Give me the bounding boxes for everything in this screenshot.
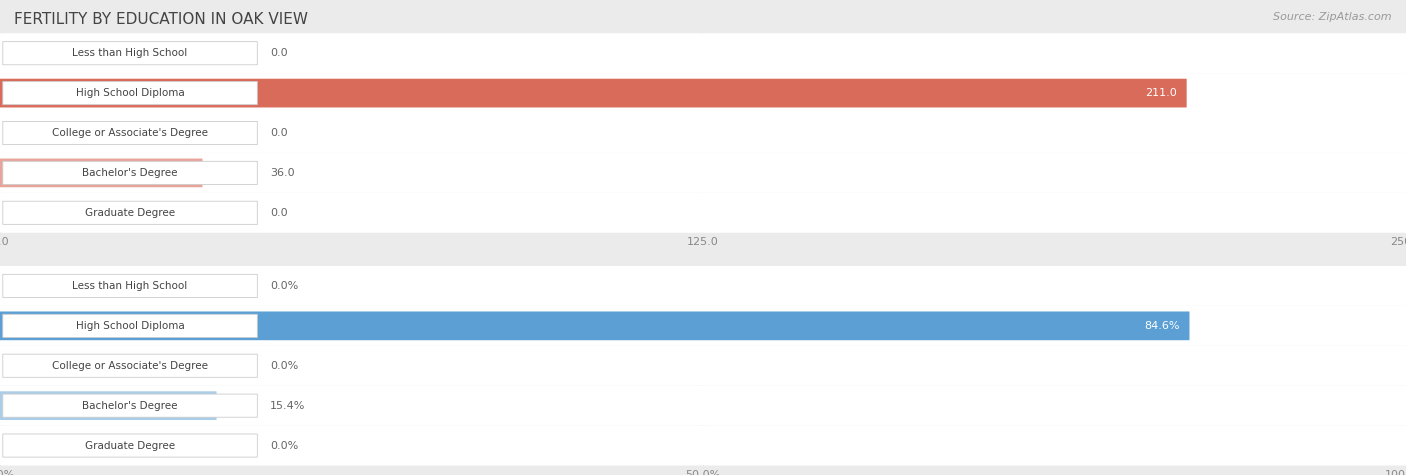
Text: Source: ZipAtlas.com: Source: ZipAtlas.com xyxy=(1274,12,1392,22)
FancyBboxPatch shape xyxy=(0,391,217,420)
Text: High School Diploma: High School Diploma xyxy=(76,88,184,98)
Text: College or Associate's Degree: College or Associate's Degree xyxy=(52,128,208,138)
Text: 36.0: 36.0 xyxy=(270,168,295,178)
FancyBboxPatch shape xyxy=(0,306,1406,346)
Text: 84.6%: 84.6% xyxy=(1144,321,1180,331)
Text: 0.0%: 0.0% xyxy=(270,440,298,451)
FancyBboxPatch shape xyxy=(3,354,257,377)
FancyBboxPatch shape xyxy=(3,42,257,65)
FancyBboxPatch shape xyxy=(3,394,257,417)
FancyBboxPatch shape xyxy=(0,266,1406,306)
FancyBboxPatch shape xyxy=(3,434,257,457)
Text: 0.0: 0.0 xyxy=(270,48,288,58)
Text: College or Associate's Degree: College or Associate's Degree xyxy=(52,361,208,371)
FancyBboxPatch shape xyxy=(0,159,202,187)
FancyBboxPatch shape xyxy=(3,314,257,337)
Text: Bachelor's Degree: Bachelor's Degree xyxy=(83,168,177,178)
Text: Less than High School: Less than High School xyxy=(73,281,187,291)
FancyBboxPatch shape xyxy=(0,79,1187,107)
Text: 211.0: 211.0 xyxy=(1144,88,1177,98)
FancyBboxPatch shape xyxy=(0,113,1406,153)
Text: Less than High School: Less than High School xyxy=(73,48,187,58)
Text: Bachelor's Degree: Bachelor's Degree xyxy=(83,400,177,411)
FancyBboxPatch shape xyxy=(3,162,257,184)
FancyBboxPatch shape xyxy=(0,426,1406,466)
Text: 15.4%: 15.4% xyxy=(270,400,305,411)
FancyBboxPatch shape xyxy=(0,312,1189,340)
FancyBboxPatch shape xyxy=(3,201,257,224)
Text: High School Diploma: High School Diploma xyxy=(76,321,184,331)
Text: FERTILITY BY EDUCATION IN OAK VIEW: FERTILITY BY EDUCATION IN OAK VIEW xyxy=(14,12,308,27)
Text: 0.0: 0.0 xyxy=(270,208,288,218)
FancyBboxPatch shape xyxy=(3,122,257,144)
FancyBboxPatch shape xyxy=(0,33,1406,73)
Text: 0.0: 0.0 xyxy=(270,128,288,138)
FancyBboxPatch shape xyxy=(0,386,1406,426)
Text: Graduate Degree: Graduate Degree xyxy=(84,208,176,218)
Text: 0.0%: 0.0% xyxy=(270,281,298,291)
Text: Graduate Degree: Graduate Degree xyxy=(84,440,176,451)
FancyBboxPatch shape xyxy=(0,193,1406,233)
Text: 0.0%: 0.0% xyxy=(270,361,298,371)
FancyBboxPatch shape xyxy=(0,73,1406,113)
FancyBboxPatch shape xyxy=(0,346,1406,386)
FancyBboxPatch shape xyxy=(3,275,257,297)
FancyBboxPatch shape xyxy=(0,153,1406,193)
FancyBboxPatch shape xyxy=(3,82,257,104)
